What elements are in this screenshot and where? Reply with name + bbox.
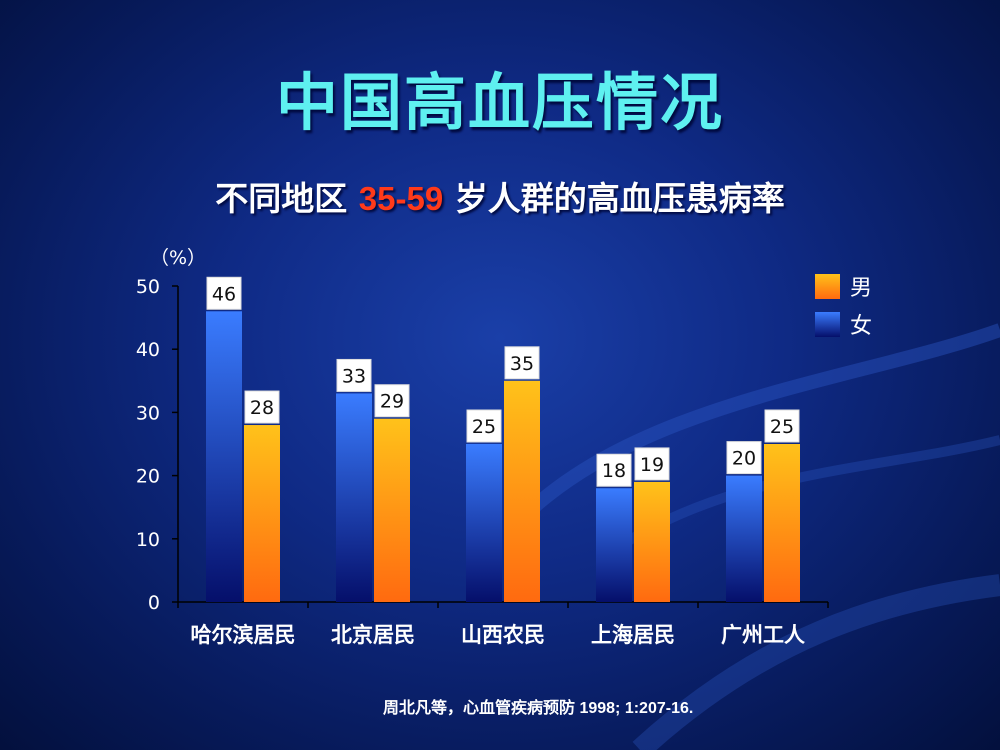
bar-male — [634, 481, 670, 602]
legend-swatch-male — [815, 273, 840, 299]
x-category-label: 上海居民 — [591, 623, 675, 647]
legend-swatch-female — [815, 311, 840, 337]
data-label-box — [726, 441, 762, 475]
y-axis-unit: （%） — [150, 247, 207, 269]
bar-female — [466, 444, 502, 602]
chart-subtitle: 不同地区 35-59 岁人群的高血压患病率 — [0, 172, 1000, 220]
citation: 周北凡等，心血管疾病预防 1998; 1:207-16. — [383, 700, 694, 717]
bar-female — [596, 488, 632, 602]
legend-item-male: 男 — [815, 267, 872, 305]
data-label-box — [466, 409, 502, 443]
bar-male — [244, 425, 280, 602]
x-category-label: 山西农民 — [461, 623, 545, 647]
y-tick-label: 10 — [136, 529, 160, 551]
data-label-box — [206, 276, 242, 310]
data-label-box — [764, 409, 800, 443]
y-tick-label: 30 — [136, 402, 160, 424]
data-label: 20 — [732, 448, 756, 470]
subtitle-prefix: 不同地区 — [215, 179, 359, 218]
data-label: 46 — [212, 283, 236, 305]
data-label: 25 — [472, 416, 496, 438]
data-label: 28 — [250, 397, 274, 419]
legend-label-male: 男 — [850, 276, 873, 301]
bar-female — [336, 393, 372, 602]
bar-male — [764, 444, 800, 602]
data-label-box — [374, 384, 410, 418]
data-label: 29 — [380, 391, 404, 413]
data-label: 33 — [342, 365, 366, 387]
x-category-label: 北京居民 — [331, 623, 415, 647]
legend-item-female: 女 — [815, 305, 872, 343]
data-label-box — [634, 447, 670, 481]
bar-female — [206, 311, 242, 602]
subtitle-age-range: 35-59 — [358, 180, 444, 217]
bar-male — [504, 380, 540, 602]
bar-male — [374, 418, 410, 602]
page-title: 中国高血压情况 — [275, 66, 724, 139]
legend-label-female: 女 — [850, 314, 873, 339]
data-label-box — [504, 346, 540, 380]
subtitle-suffix: 岁人群的高血压患病率 — [443, 179, 785, 218]
bar-female — [726, 475, 762, 602]
data-label-box — [336, 358, 372, 392]
chart-legend: 男 女 — [815, 267, 872, 343]
data-label: 19 — [640, 454, 664, 476]
y-tick-label: 50 — [136, 276, 160, 298]
y-tick-label: 0 — [148, 592, 160, 614]
x-category-label: 广州工人 — [721, 623, 805, 647]
data-label: 35 — [510, 353, 534, 375]
data-label-box — [244, 390, 280, 424]
data-label: 18 — [602, 460, 626, 482]
data-label-box — [596, 453, 632, 487]
x-category-label: 哈尔滨居民 — [191, 623, 296, 647]
data-label: 25 — [770, 416, 794, 438]
y-tick-label: 40 — [136, 339, 160, 361]
y-tick-label: 20 — [136, 466, 160, 488]
